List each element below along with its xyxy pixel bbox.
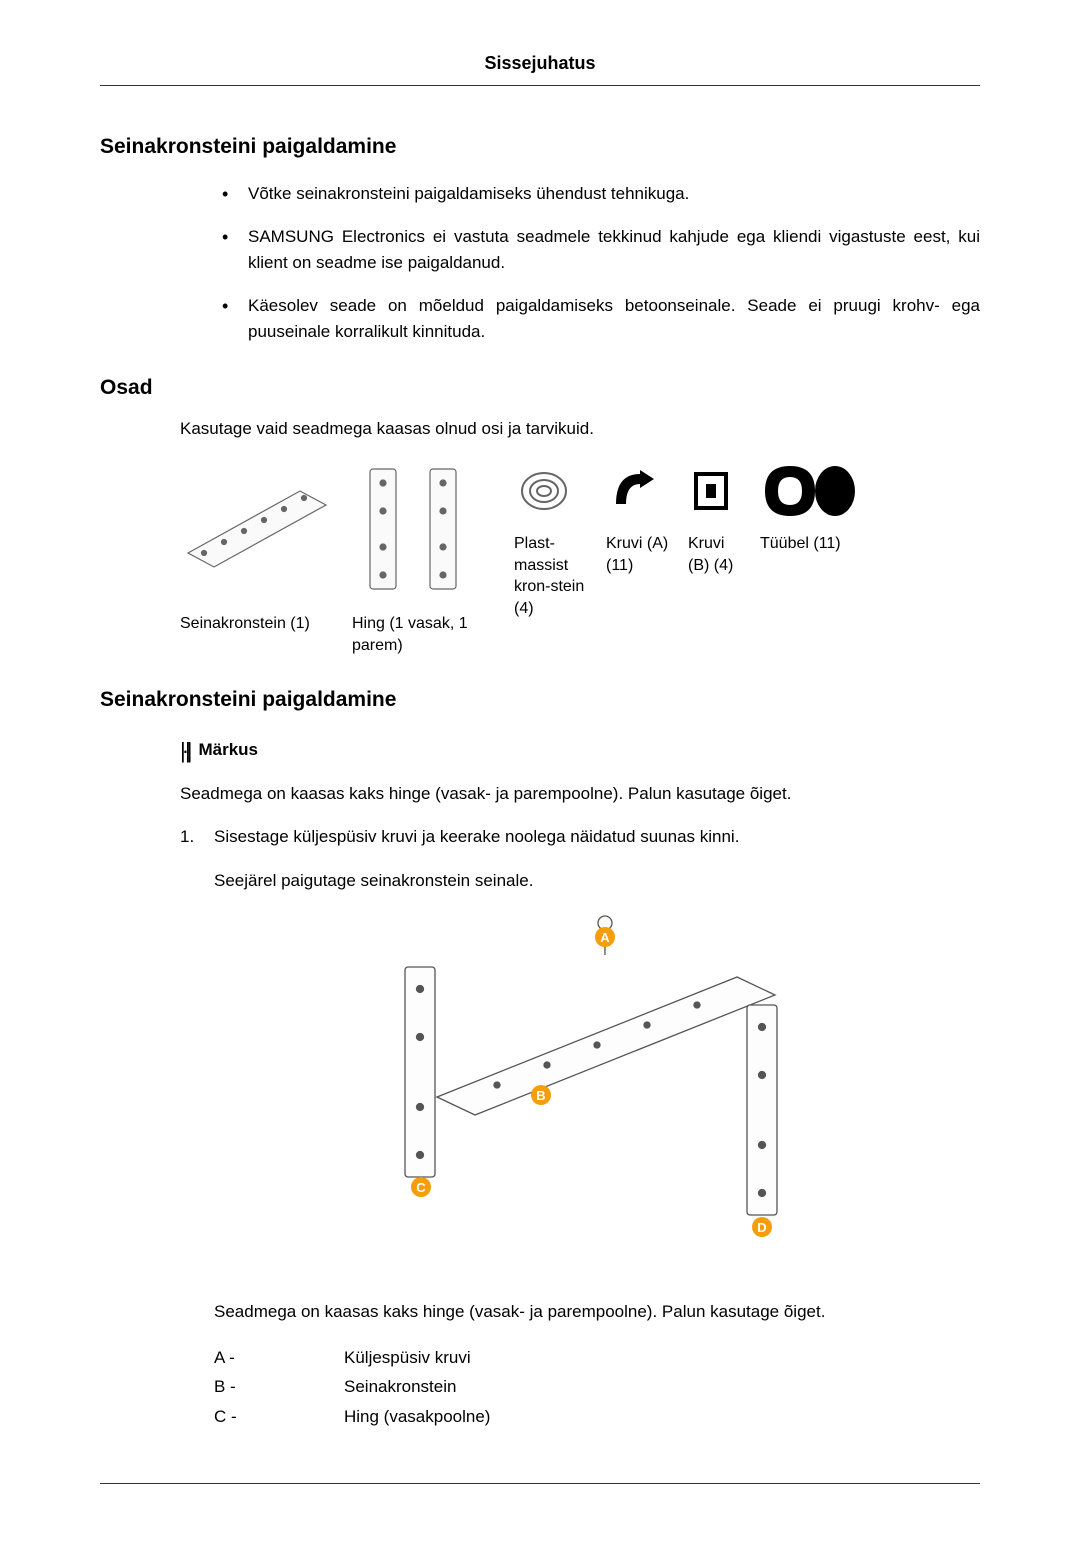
part-label: Kruvi (B) (4): [688, 533, 748, 576]
part-ring-icon: [514, 461, 574, 521]
legend-table: A - Küljespüsiv kruvi B - Seinakronstein…: [214, 1345, 980, 1430]
part-cell-ring: Plast-massist kron-stein (4): [514, 461, 594, 619]
note-text: Seadmega on kaasas kaks hinge (vasak- ja…: [180, 781, 980, 807]
part-cell-screw-a: Kruvi (A) (11): [606, 461, 676, 576]
assembly-diagram: A B C D: [214, 907, 980, 1277]
bullet-item: SAMSUNG Electronics ei vastuta seadmele …: [210, 224, 980, 275]
diagram-label-a: A: [600, 930, 610, 945]
part-cell-bracket: Seinakronstein (1): [180, 461, 340, 635]
diagram-label-d: D: [757, 1220, 766, 1235]
section1-bullets: Võtke seinakronsteini paigaldamiseks ühe…: [180, 181, 980, 345]
bullet-item: Võtke seinakronsteini paigaldamiseks ühe…: [210, 181, 980, 207]
diagram-label-b: B: [536, 1088, 545, 1103]
legend-key: B -: [214, 1374, 344, 1400]
legend-key: C -: [214, 1404, 344, 1430]
section3-heading: Seinakronsteini paigaldamine: [100, 684, 980, 716]
after-diagram-text: Seadmega on kaasas kaks hinge (vasak- ja…: [214, 1299, 980, 1325]
legend-row: C - Hing (vasakpoolne): [214, 1404, 980, 1430]
legend-val: Hing (vasakpoolne): [344, 1404, 490, 1430]
note-label: Märkus: [198, 737, 258, 763]
footer-rule: [100, 1483, 980, 1484]
part-cell-anchor: Tüübel (11): [760, 461, 870, 555]
legend-val: Küljespüsiv kruvi: [344, 1345, 471, 1371]
section1-heading: Seinakronsteini paigaldamine: [100, 131, 980, 163]
page-header: Sissejuhatus: [100, 50, 980, 86]
part-label: Plast-massist kron-stein (4): [514, 533, 594, 619]
note-row: |·|| Märkus: [180, 734, 980, 767]
legend-key: A -: [214, 1345, 344, 1371]
steps-list: 1. Sisestage küljespüsiv kruvi ja keerak…: [180, 824, 980, 1433]
part-screw-a-icon: [606, 461, 666, 521]
part-cell-screw-b: Kruvi (B) (4): [688, 461, 748, 576]
step-subtext: Seejärel paigutage seinakronstein seinal…: [214, 868, 980, 894]
bullet-item: Käesolev seade on mõeldud paigaldamiseks…: [210, 293, 980, 344]
part-bracket-icon: [180, 461, 330, 601]
part-screw-b-icon: [688, 461, 733, 521]
part-hinges-icon: [352, 461, 482, 601]
legend-val: Seinakronstein: [344, 1374, 456, 1400]
section3-content: |·|| Märkus Seadmega on kaasas kaks hing…: [100, 734, 980, 1434]
section2-heading: Osad: [100, 372, 980, 404]
part-label: Tüübel (11): [760, 533, 841, 555]
note-icon: |·||: [180, 734, 188, 767]
legend-row: A - Küljespüsiv kruvi: [214, 1345, 980, 1371]
step-text: Sisestage küljespüsiv kruvi ja keerake n…: [214, 827, 739, 846]
section2-content: Kasutage vaid seadmega kaasas olnud osi …: [100, 416, 980, 657]
legend-row: B - Seinakronstein: [214, 1374, 980, 1400]
parts-row: Seinakronstein (1): [180, 461, 980, 656]
part-label: Hing (1 vasak, 1 parem): [352, 613, 502, 656]
part-anchor-icon: [760, 461, 860, 521]
part-cell-hinges: Hing (1 vasak, 1 parem): [352, 461, 502, 656]
parts-intro: Kasutage vaid seadmega kaasas olnud osi …: [180, 416, 980, 442]
step-body: Sisestage küljespüsiv kruvi ja keerake n…: [214, 824, 980, 1433]
diagram-label-c: C: [416, 1180, 426, 1195]
step-number: 1.: [180, 824, 214, 1433]
part-label: Kruvi (A) (11): [606, 533, 676, 576]
step-item: 1. Sisestage küljespüsiv kruvi ja keerak…: [180, 824, 980, 1433]
part-label: Seinakronstein (1): [180, 613, 310, 635]
section1-content: Võtke seinakronsteini paigaldamiseks ühe…: [100, 181, 980, 345]
